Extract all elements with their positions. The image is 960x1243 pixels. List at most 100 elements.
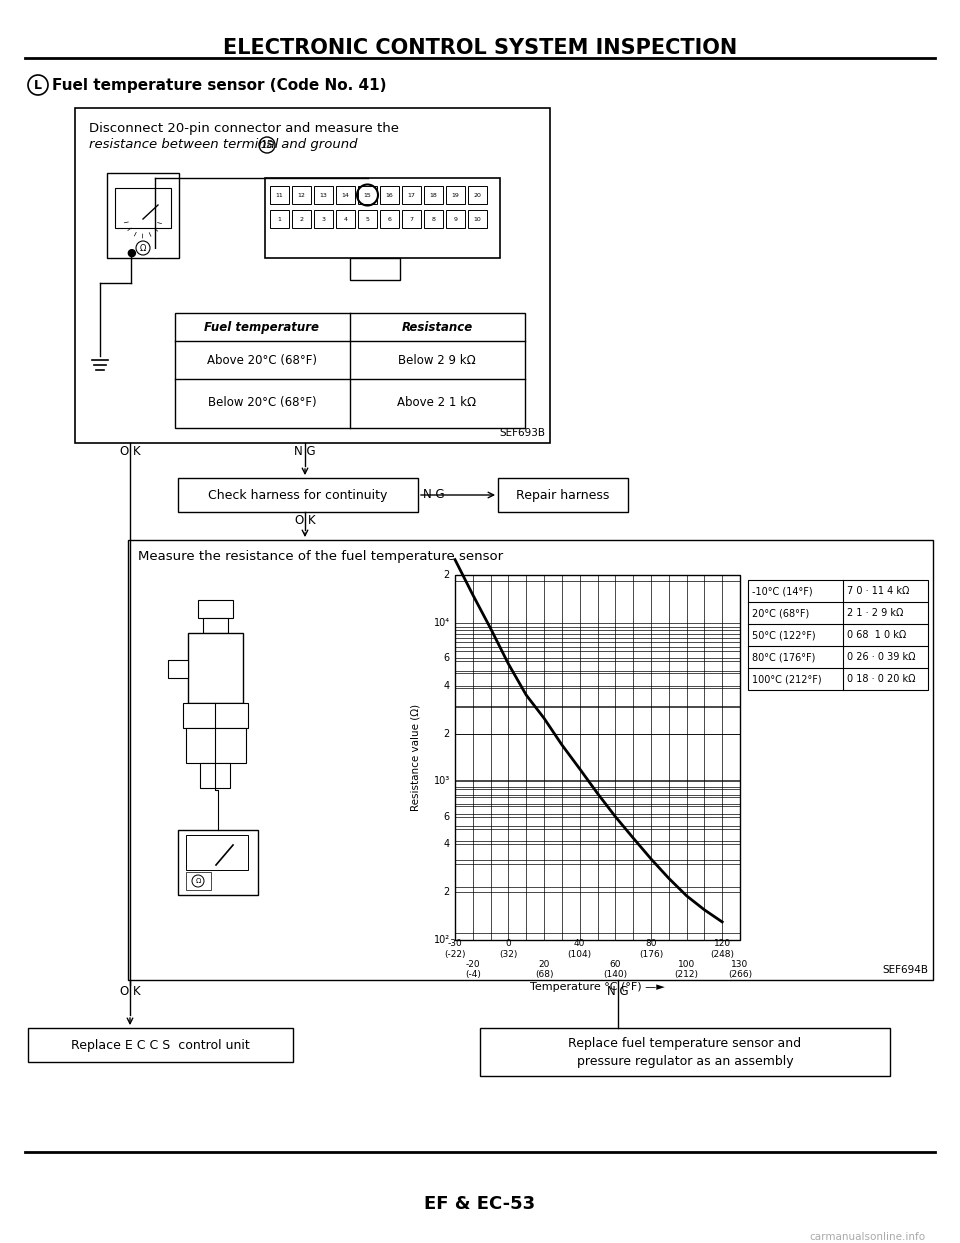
Text: 12: 12 bbox=[298, 193, 305, 198]
Text: SEF693B: SEF693B bbox=[499, 428, 545, 438]
Text: 7: 7 bbox=[410, 216, 414, 221]
Text: 50°C (122°F): 50°C (122°F) bbox=[752, 630, 816, 640]
Bar bbox=[468, 210, 487, 227]
Text: 100: 100 bbox=[678, 960, 695, 970]
Text: pressure regulator as an assembly: pressure regulator as an assembly bbox=[577, 1055, 793, 1069]
Text: 13: 13 bbox=[320, 193, 327, 198]
Text: SEF694B: SEF694B bbox=[882, 965, 928, 975]
Bar bbox=[178, 479, 418, 512]
Text: (-4): (-4) bbox=[465, 970, 481, 979]
Text: 20°C (68°F): 20°C (68°F) bbox=[752, 608, 809, 618]
Bar bbox=[468, 186, 487, 204]
Text: 4: 4 bbox=[344, 216, 348, 221]
Bar bbox=[115, 188, 171, 227]
Text: 7 0 · 11 4 kΩ: 7 0 · 11 4 kΩ bbox=[847, 585, 909, 595]
Text: ELECTRONIC CONTROL SYSTEM INSPECTION: ELECTRONIC CONTROL SYSTEM INSPECTION bbox=[223, 39, 737, 58]
Bar bbox=[128, 539, 933, 979]
Bar bbox=[336, 186, 355, 204]
Text: ●: ● bbox=[126, 249, 136, 259]
Text: 4: 4 bbox=[444, 681, 450, 691]
Text: Above 20°C (68°F): Above 20°C (68°F) bbox=[207, 353, 317, 367]
Text: carmanualsonline.info: carmanualsonline.info bbox=[809, 1232, 925, 1242]
Text: O K: O K bbox=[295, 515, 315, 527]
Bar bbox=[314, 210, 333, 227]
Text: 9: 9 bbox=[453, 216, 458, 221]
Text: 16: 16 bbox=[386, 193, 394, 198]
Bar bbox=[186, 835, 248, 870]
Text: -20: -20 bbox=[466, 960, 480, 970]
Bar bbox=[186, 873, 211, 890]
Text: 18: 18 bbox=[430, 193, 438, 198]
Text: (266): (266) bbox=[728, 970, 752, 979]
Bar bbox=[28, 1028, 293, 1062]
Text: Temperature °C (°F) —►: Temperature °C (°F) —► bbox=[530, 982, 665, 992]
Bar bbox=[380, 186, 399, 204]
Bar bbox=[200, 763, 230, 788]
Bar bbox=[446, 186, 465, 204]
Text: 2: 2 bbox=[444, 728, 450, 738]
Bar bbox=[292, 210, 311, 227]
Text: 6: 6 bbox=[388, 216, 392, 221]
Text: 3: 3 bbox=[322, 216, 325, 221]
Bar bbox=[203, 618, 228, 633]
Text: 60: 60 bbox=[610, 960, 621, 970]
Text: 6: 6 bbox=[444, 653, 450, 663]
Bar bbox=[270, 210, 289, 227]
Text: (68): (68) bbox=[535, 970, 553, 979]
Text: 1: 1 bbox=[277, 216, 281, 221]
Bar bbox=[455, 576, 740, 940]
Text: ●: ● bbox=[150, 249, 160, 259]
Text: 11: 11 bbox=[276, 193, 283, 198]
Text: 8: 8 bbox=[432, 216, 436, 221]
Text: (-22): (-22) bbox=[444, 950, 466, 960]
Text: 10²: 10² bbox=[434, 935, 450, 945]
Bar bbox=[336, 210, 355, 227]
Text: Disconnect 20-pin connector and measure the: Disconnect 20-pin connector and measure … bbox=[89, 122, 399, 135]
Text: Fuel temperature: Fuel temperature bbox=[204, 321, 320, 333]
Bar bbox=[175, 313, 525, 428]
Text: 19: 19 bbox=[451, 193, 460, 198]
Text: Replace fuel temperature sensor and: Replace fuel temperature sensor and bbox=[568, 1038, 802, 1050]
Text: Ω: Ω bbox=[140, 244, 146, 252]
Bar bbox=[350, 259, 400, 280]
Text: Fuel temperature sensor (Code No. 41): Fuel temperature sensor (Code No. 41) bbox=[52, 78, 387, 93]
Bar bbox=[265, 178, 500, 259]
Bar bbox=[314, 186, 333, 204]
Text: 10³: 10³ bbox=[434, 777, 450, 787]
Bar bbox=[402, 186, 421, 204]
Text: 40: 40 bbox=[574, 938, 586, 948]
Text: O K: O K bbox=[120, 445, 140, 457]
Text: 17: 17 bbox=[408, 193, 416, 198]
Text: Ω: Ω bbox=[195, 878, 201, 884]
Text: L: L bbox=[34, 78, 42, 92]
Bar bbox=[402, 210, 421, 227]
Bar bbox=[424, 210, 443, 227]
Text: 100°C (212°F): 100°C (212°F) bbox=[752, 674, 822, 684]
Text: Below 2 9 kΩ: Below 2 9 kΩ bbox=[398, 353, 476, 367]
Bar bbox=[292, 186, 311, 204]
Text: Below 20°C (68°F): Below 20°C (68°F) bbox=[207, 395, 316, 409]
Bar bbox=[748, 580, 928, 690]
Text: N G: N G bbox=[294, 445, 316, 457]
Text: 6: 6 bbox=[444, 812, 450, 822]
Text: 120: 120 bbox=[713, 938, 731, 948]
Text: 0: 0 bbox=[506, 938, 512, 948]
Bar bbox=[498, 479, 628, 512]
Text: 130: 130 bbox=[732, 960, 749, 970]
Bar bbox=[188, 633, 243, 704]
Text: 15: 15 bbox=[261, 140, 274, 150]
Text: 0 18 · 0 20 kΩ: 0 18 · 0 20 kΩ bbox=[847, 674, 916, 684]
Text: 20: 20 bbox=[539, 960, 550, 970]
Bar bbox=[186, 728, 246, 763]
Text: -10°C (14°F): -10°C (14°F) bbox=[752, 585, 812, 595]
Bar bbox=[480, 1028, 890, 1076]
Text: and ground: and ground bbox=[277, 138, 357, 150]
Text: Resistance value (Ω): Resistance value (Ω) bbox=[410, 704, 420, 812]
Text: 2: 2 bbox=[300, 216, 303, 221]
Text: 2: 2 bbox=[444, 571, 450, 580]
Text: 80: 80 bbox=[645, 938, 657, 948]
Text: (212): (212) bbox=[675, 970, 699, 979]
Text: 5: 5 bbox=[366, 216, 370, 221]
Text: Repair harness: Repair harness bbox=[516, 488, 610, 501]
Text: 4: 4 bbox=[444, 839, 450, 849]
